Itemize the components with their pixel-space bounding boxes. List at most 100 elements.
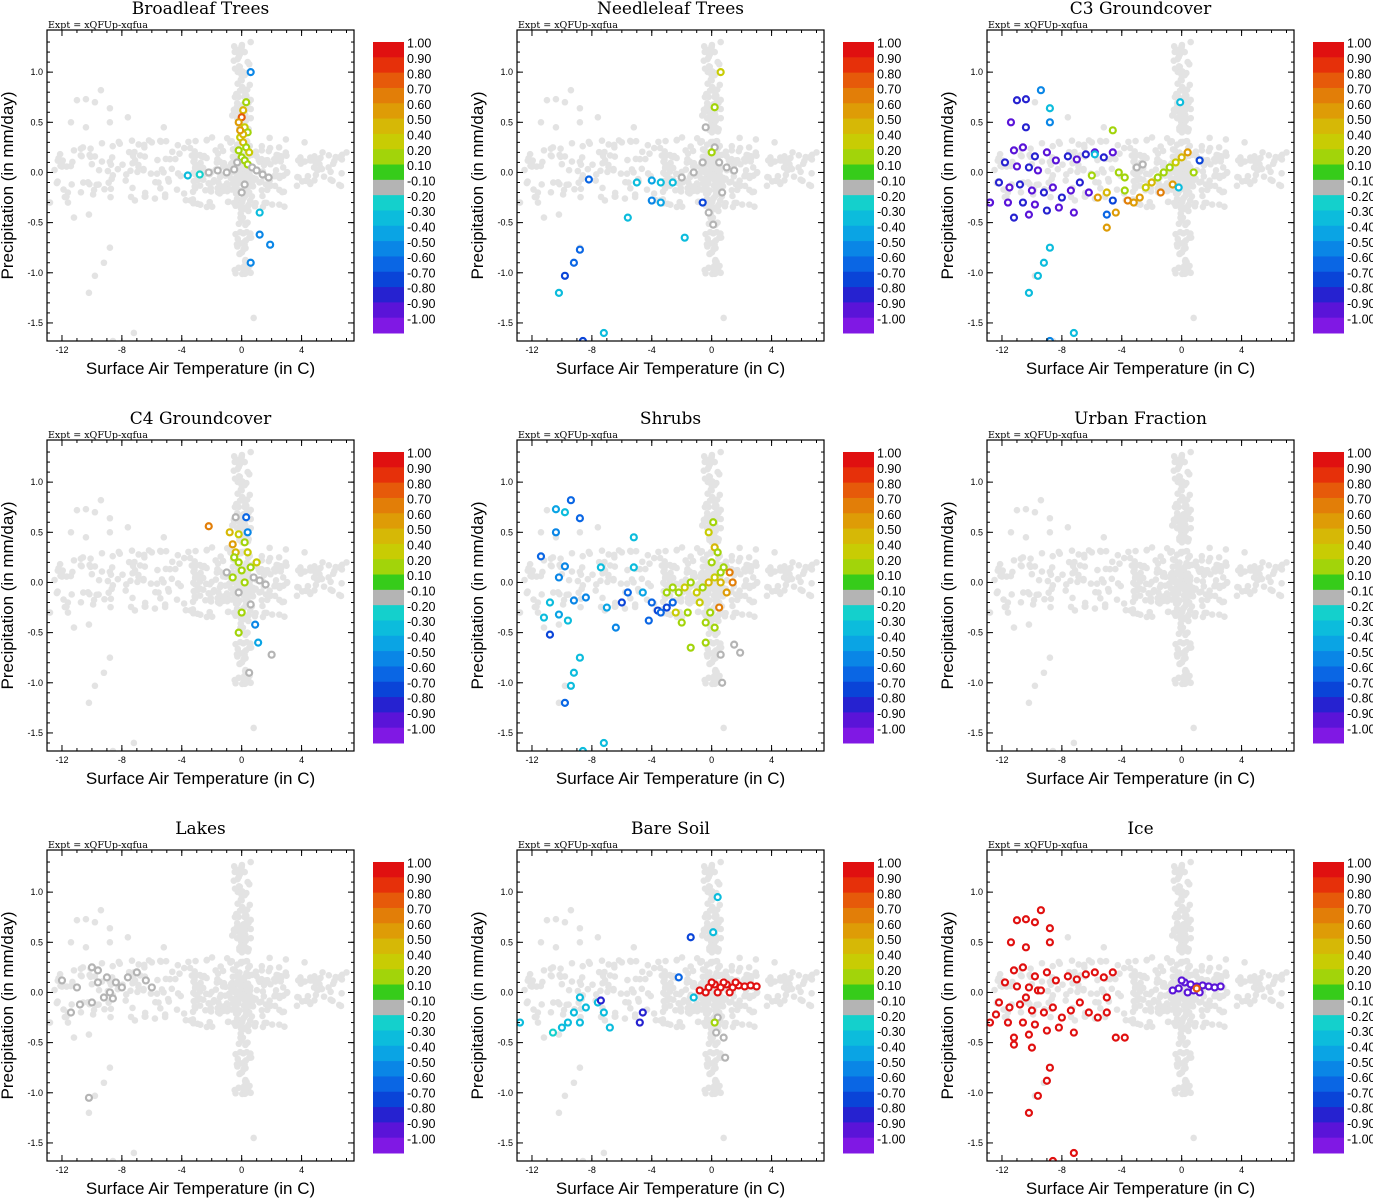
data-point (704, 528, 713, 537)
y-tick-label: -1.0 (497, 268, 513, 278)
background-point (1025, 699, 1033, 707)
background-point (656, 554, 664, 562)
background-point (712, 597, 719, 604)
background-point (1062, 177, 1069, 184)
background-point (63, 573, 70, 580)
background-point (70, 214, 78, 221)
x-axis-label: Surface Air Temperature (in C) (1026, 769, 1255, 788)
background-point (589, 161, 596, 168)
background-point (628, 576, 636, 583)
data-point (722, 163, 731, 172)
background-point (744, 152, 752, 159)
data-point (213, 166, 222, 175)
y-tick-label: -1.5 (497, 728, 513, 738)
background-point (1183, 559, 1190, 567)
x-tick-label: -12 (525, 345, 538, 355)
y-tick-label: 0.0 (30, 577, 43, 587)
background-point (534, 609, 542, 616)
background-point (258, 178, 265, 186)
data-point (551, 505, 561, 514)
y-tick-label: -1.0 (27, 678, 43, 688)
data-point (629, 563, 638, 572)
background-point (70, 624, 78, 631)
colorbar-segment (1313, 620, 1344, 637)
background-point (1189, 183, 1197, 190)
background-point (56, 150, 64, 158)
background-point (109, 172, 117, 179)
background-point (176, 150, 183, 157)
background-point (547, 189, 555, 196)
background-point (1191, 612, 1198, 619)
background-point (68, 181, 76, 188)
background-point (1219, 188, 1226, 196)
background-point (1186, 491, 1194, 499)
data-point (249, 573, 258, 582)
data-point (251, 620, 260, 629)
data-point (704, 208, 713, 217)
background-point (728, 186, 736, 194)
data-point (1063, 152, 1072, 161)
background-point (1185, 201, 1192, 209)
background-point (79, 179, 87, 186)
background-point (109, 337, 117, 341)
background-point (180, 554, 188, 562)
background-point (707, 565, 715, 572)
background-point (1114, 141, 1122, 149)
background-point (247, 925, 255, 933)
background-point (704, 187, 711, 195)
data-point (252, 166, 261, 175)
background-point (540, 214, 548, 221)
background-point (1183, 537, 1191, 545)
background-point (1162, 573, 1169, 581)
background-point (91, 682, 99, 690)
background-point (1132, 547, 1139, 555)
colorbar-segment (373, 574, 404, 591)
data-point (1009, 213, 1019, 222)
background-point (697, 575, 705, 583)
background-point (272, 577, 280, 584)
background-point (746, 582, 754, 590)
data-point (246, 563, 255, 572)
background-point (777, 157, 785, 164)
background-point (236, 250, 243, 258)
background-point (240, 496, 248, 504)
background-point (713, 127, 721, 135)
colorbar-label: 0.40 (407, 539, 431, 553)
background-point (1277, 592, 1285, 600)
plot-area (47, 858, 350, 1161)
background-point (638, 575, 646, 583)
colorbar-label: 0.80 (407, 477, 431, 491)
colorbar-segment (1313, 271, 1344, 288)
panel-title: Shrubs (640, 409, 701, 429)
colorbar-label: 0.10 (877, 569, 901, 583)
background-point (199, 164, 207, 172)
background-point (1022, 534, 1030, 541)
background-point (1269, 177, 1276, 185)
background-point (1211, 172, 1218, 180)
background-point (69, 158, 76, 166)
background-point (742, 167, 750, 174)
background-point (243, 947, 251, 955)
colorbar-segment (843, 666, 874, 683)
background-point (1174, 597, 1181, 605)
colorbar-label: 0.60 (1347, 508, 1371, 522)
background-point (1265, 151, 1273, 159)
colorbar-label: -0.50 (877, 646, 906, 660)
background-point (1027, 145, 1034, 152)
plot-frame (46, 29, 355, 342)
background-point (1222, 559, 1230, 566)
background-point (1069, 594, 1076, 602)
background-point (140, 985, 147, 993)
background-point (251, 202, 258, 209)
background-point (1259, 559, 1266, 566)
background-point (196, 561, 204, 569)
background-point (1172, 202, 1179, 210)
data-point (234, 118, 243, 127)
background-point (109, 747, 117, 751)
background-point (260, 571, 268, 579)
data-point (716, 650, 725, 659)
background-point (549, 554, 557, 561)
x-tick-label: 4 (299, 345, 304, 355)
